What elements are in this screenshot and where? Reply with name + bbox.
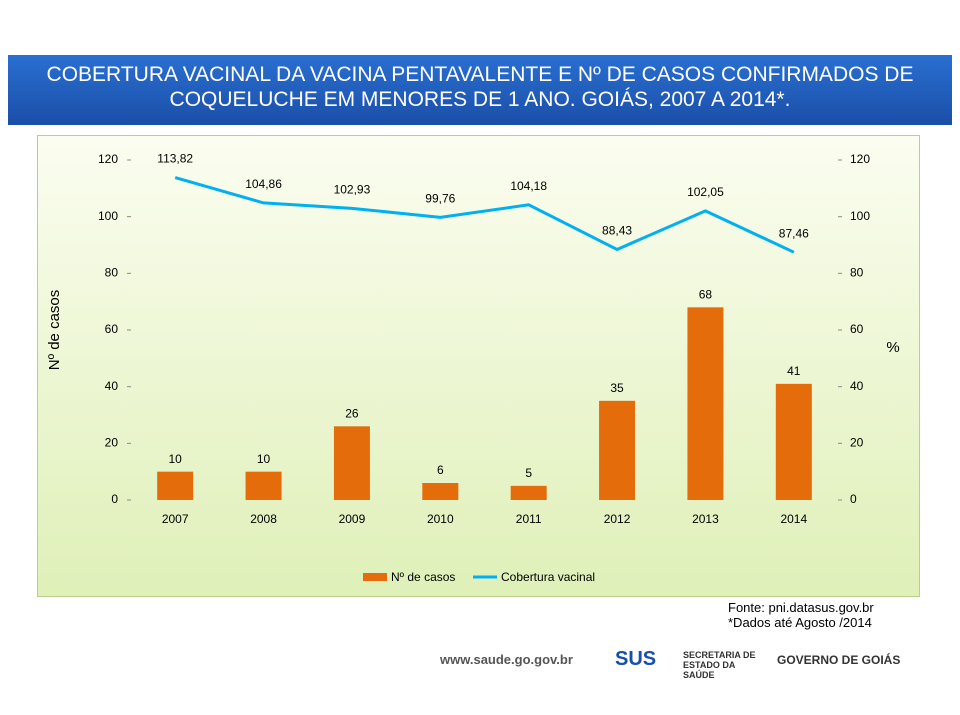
bar — [687, 307, 724, 500]
line-label: 113,82 — [157, 152, 193, 166]
y2-tick-label: 80 — [850, 266, 864, 280]
line — [174, 176, 795, 254]
y2-tick-label: 100 — [850, 209, 870, 223]
legend-label: Cobertura vacinal — [501, 570, 595, 584]
bar — [599, 400, 636, 500]
legend-label: Nº de casos — [391, 570, 455, 584]
y2-tick-label: 60 — [850, 322, 864, 336]
line-label: 88,43 — [602, 224, 632, 238]
chart-title: COBERTURA VACINAL DA VACINA PENTAVALENTE… — [46, 63, 914, 111]
line-label: 104,18 — [510, 179, 547, 193]
y-tick-label: 80 — [105, 266, 119, 280]
secretaria-logo: SECRETARIA DE ESTADO DA SAÚDE — [683, 650, 756, 680]
x-tick-label: 2011 — [516, 512, 542, 526]
x-tick-label: 2014 — [780, 512, 807, 526]
y2-tick-label: 20 — [850, 436, 864, 450]
y-axis-label: Nº de casos — [46, 290, 63, 371]
bar-label: 6 — [437, 463, 444, 477]
y2-axis-label: % — [886, 339, 899, 356]
line-label: 104,86 — [245, 177, 282, 191]
y-tick-label: 100 — [98, 209, 118, 223]
note: *Dados até Agosto /2014 — [728, 615, 872, 630]
header-band — [8, 55, 952, 125]
bar-label: 10 — [169, 452, 183, 466]
bar-label: 41 — [787, 364, 801, 378]
bar-label: 10 — [257, 452, 271, 466]
bar-label: 68 — [699, 288, 713, 302]
source: Fonte: pni.datasus.gov.br — [728, 600, 874, 615]
line-label: 102,05 — [687, 185, 724, 199]
bar — [422, 483, 459, 500]
y-tick-label: 40 — [105, 379, 119, 393]
y-tick-label: 60 — [105, 322, 119, 336]
line-label: 99,76 — [425, 192, 455, 206]
bar — [157, 471, 194, 500]
y-tick-label: 0 — [111, 492, 118, 506]
legend-swatch — [363, 573, 387, 581]
x-tick-label: 2008 — [250, 512, 277, 526]
bar — [333, 426, 370, 500]
bar-label: 5 — [525, 466, 532, 480]
x-tick-label: 2009 — [339, 512, 366, 526]
bar — [775, 383, 812, 500]
sus-logo: SUS — [615, 648, 657, 670]
line-label: 87,46 — [779, 226, 809, 240]
governo-logo: GOVERNO DE GOIÁS — [777, 653, 901, 667]
y2-tick-label: 40 — [850, 379, 864, 393]
bar-label: 35 — [610, 381, 624, 395]
y-tick-label: 120 — [98, 152, 118, 166]
y-tick-label: 20 — [105, 436, 119, 450]
bar — [510, 485, 547, 500]
x-tick-label: 2012 — [604, 512, 631, 526]
x-tick-label: 2013 — [692, 512, 719, 526]
x-tick-label: 2007 — [162, 512, 189, 526]
site: www.saude.go.gov.br — [440, 652, 573, 667]
y2-tick-label: 120 — [850, 152, 870, 166]
y2-tick-label: 0 — [850, 492, 857, 506]
bar-label: 26 — [345, 407, 359, 421]
x-tick-label: 2010 — [427, 512, 454, 526]
bar — [245, 471, 282, 500]
line-label: 102,93 — [334, 183, 371, 197]
